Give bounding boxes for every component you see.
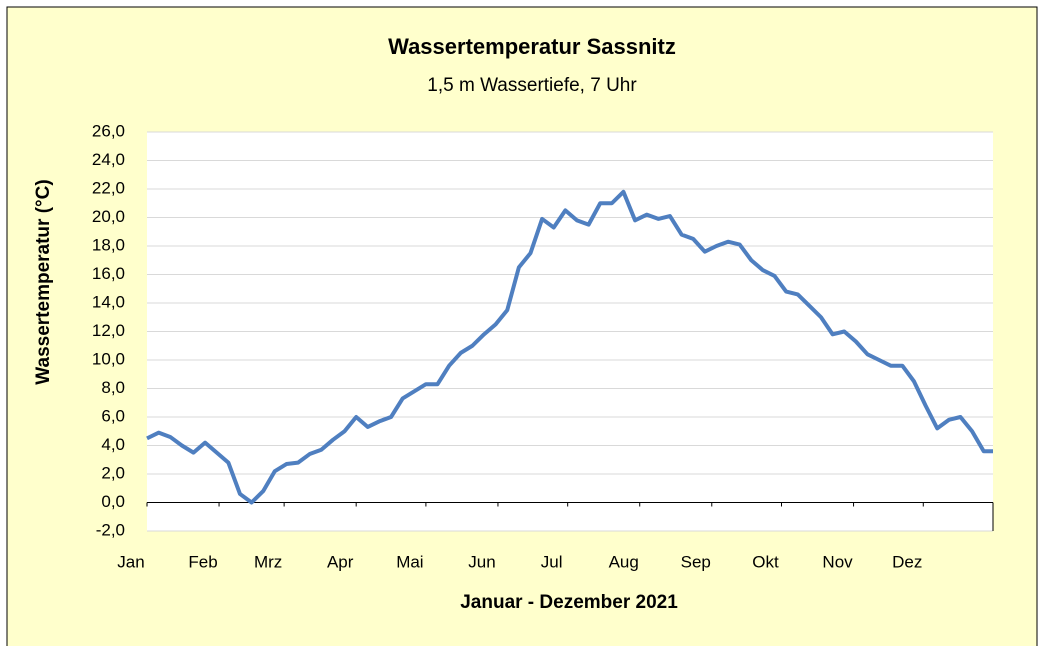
y-tick-label: 22,0 <box>92 178 125 197</box>
y-tick-label: -2,0 <box>96 520 125 539</box>
x-tick-label: Nov <box>822 552 853 571</box>
y-tick-label: 4,0 <box>101 435 125 454</box>
x-tick-label: Jan <box>117 552 144 571</box>
y-tick-label: 6,0 <box>101 406 125 425</box>
y-tick-label: 24,0 <box>92 150 125 169</box>
chart-title: Wassertemperatur Sassnitz <box>388 34 676 59</box>
x-tick-label: Aug <box>609 552 639 571</box>
x-tick-label: Okt <box>752 552 779 571</box>
data-line <box>146 189 993 505</box>
x-tick-label: Mrz <box>254 552 282 571</box>
x-tick-label: Apr <box>327 552 354 571</box>
x-tick-label: Jun <box>468 552 495 571</box>
x-tick-label: Feb <box>188 552 217 571</box>
y-tick-label: 10,0 <box>92 349 125 368</box>
y-tick-label: 0,0 <box>101 492 125 511</box>
y-tick-label: 14,0 <box>92 292 125 311</box>
y-tick-label: 18,0 <box>92 235 125 254</box>
x-tick-label: Jul <box>541 552 563 571</box>
y-tick-label: 12,0 <box>92 321 125 340</box>
x-axis-label: Januar - Dezember 2021 <box>460 592 678 613</box>
x-tick-label: Sep <box>681 552 711 571</box>
y-tick-label: 26,0 <box>92 121 125 140</box>
y-axis-label: Wassertemperatur (°C) <box>33 179 54 384</box>
x-tick-label: Mai <box>396 552 423 571</box>
y-tick-label: 16,0 <box>92 264 125 283</box>
x-tick-label: Dez <box>892 552 922 571</box>
y-tick-label: 8,0 <box>101 378 125 397</box>
chart-subtitle: 1,5 m Wassertiefe, 7 Uhr <box>427 75 637 96</box>
y-tick-label: 20,0 <box>92 207 125 226</box>
y-tick-label: 2,0 <box>101 463 125 482</box>
